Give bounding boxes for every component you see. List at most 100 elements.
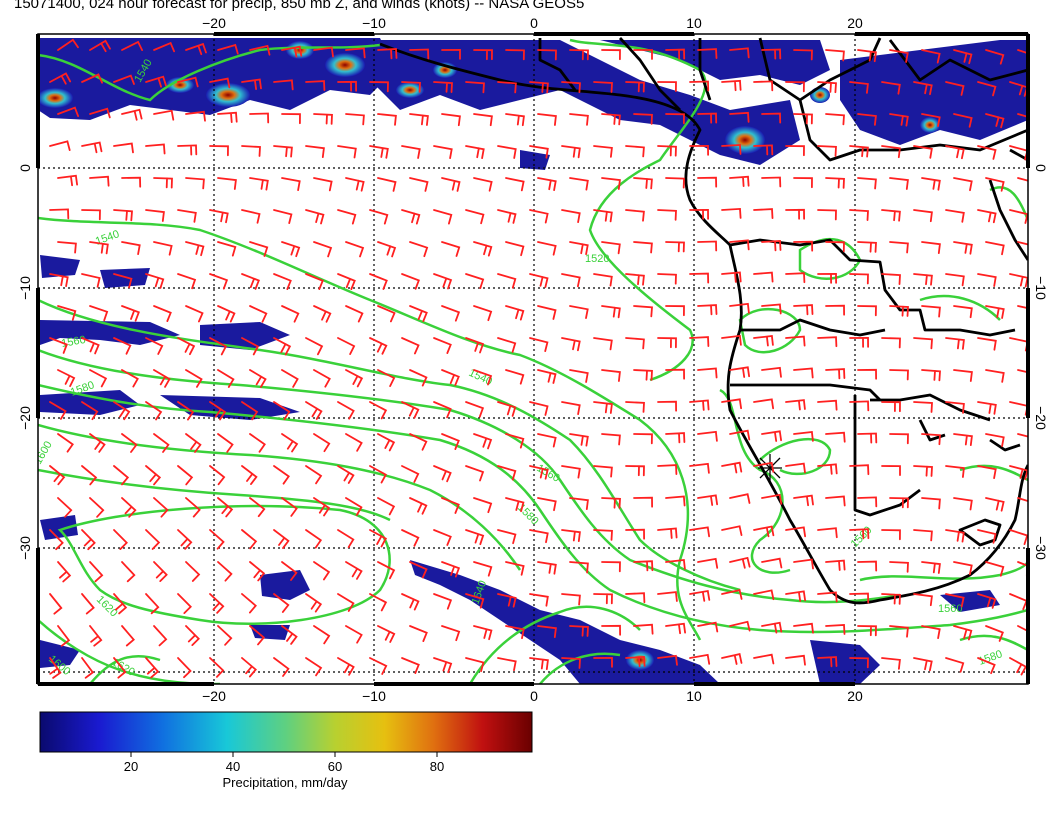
wind-barb: [281, 241, 301, 258]
lat-tick-label: −30: [17, 536, 33, 560]
wind-barb: [49, 140, 71, 151]
wind-barb: [217, 433, 234, 453]
wind-barb: [497, 465, 517, 481]
wind-barb: [601, 497, 621, 509]
wind-barb: [689, 399, 710, 411]
wind-barb: [113, 401, 131, 421]
wind-barb: [177, 76, 199, 88]
wind-barb: [913, 657, 933, 672]
lat-tick-label: −20: [17, 406, 33, 430]
wind-barb: [945, 145, 965, 160]
wind-barb: [89, 369, 108, 388]
wind-barb: [433, 273, 453, 290]
wind-barb: [121, 433, 138, 453]
wind-barb: [377, 369, 396, 387]
wind-barb: [817, 463, 838, 475]
wind-barb: [1017, 177, 1028, 191]
wind-barb: [921, 177, 941, 191]
wind-barb: [889, 497, 909, 509]
wind-barb: [689, 144, 709, 156]
wind-barb: [89, 39, 111, 53]
wind-barb: [657, 81, 677, 92]
wind-barb: [185, 177, 205, 190]
map-title: 15071400, 024 hour forecast for precip, …: [14, 0, 585, 12]
wind-barb: [337, 529, 355, 549]
wind-barb: [89, 561, 104, 583]
wind-barb: [665, 622, 686, 635]
wind-barb: [433, 81, 453, 93]
wind-barb: [561, 465, 581, 479]
wind-barb: [401, 145, 421, 159]
wind-barb: [57, 497, 73, 518]
wind-barb: [505, 177, 525, 192]
wind-barb: [561, 209, 581, 223]
wind-barb: [273, 465, 290, 485]
wind-barb: [217, 625, 233, 646]
right-lat-labels: 0 −10 −20 −30: [1033, 164, 1049, 560]
wind-barb: [409, 369, 428, 387]
lon-tick-label: −10: [362, 688, 386, 704]
wind-barb: [441, 305, 461, 322]
wind-barb: [345, 625, 363, 644]
wind-barb: [953, 497, 973, 511]
wind-barb: [377, 561, 396, 580]
wind-barb: [689, 80, 710, 92]
wind-barb: [761, 303, 782, 315]
wind-barb: [209, 529, 225, 550]
wind-barb: [537, 561, 557, 575]
wind-barb: [49, 72, 72, 85]
wind-barb: [249, 625, 266, 646]
wind-barb: [785, 526, 806, 538]
wind-barb: [313, 433, 331, 453]
wind-barb: [249, 369, 267, 388]
wind-barb: [185, 241, 205, 257]
wind-barb: [633, 369, 653, 381]
wind-barb: [145, 593, 160, 615]
wind-barb: [505, 561, 525, 576]
wind-barb: [409, 497, 428, 515]
wind-barb: [113, 273, 133, 289]
wind-barb: [633, 560, 654, 572]
wind-barb: [369, 593, 388, 612]
wind-barb: [601, 369, 621, 382]
wind-barb: [377, 48, 398, 60]
wind-barb: [857, 177, 877, 190]
wind-barb: [945, 81, 965, 96]
wind-barb: [305, 209, 325, 225]
wind-barb: [473, 369, 493, 386]
wind-barb: [337, 209, 357, 225]
wind-barb: [113, 74, 135, 85]
wind-barb: [409, 241, 429, 258]
wind-barb: [561, 81, 581, 94]
wind-barb: [921, 49, 941, 64]
wind-barb: [665, 432, 686, 444]
wind-barb: [753, 461, 775, 473]
wind-barb: [241, 593, 257, 614]
wind-barb: [345, 113, 365, 126]
wind-barb: [529, 657, 549, 670]
wind-barb: [945, 273, 965, 287]
lat-tick-label: −20: [1033, 406, 1049, 430]
wind-barb: [497, 81, 517, 94]
wind-barb: [281, 369, 299, 388]
wind-barb: [473, 433, 493, 450]
wind-barb: [497, 657, 517, 672]
wind-barb: [625, 145, 645, 158]
wind-barb: [153, 41, 175, 53]
colorbar: [39, 711, 533, 753]
wind-barb: [345, 433, 363, 452]
wind-barb: [441, 561, 461, 578]
wind-barb: [593, 81, 613, 93]
wind-barb: [505, 497, 525, 513]
wind-barb: [505, 113, 525, 127]
wind-barb: [569, 177, 589, 191]
wind-barb: [889, 561, 909, 573]
wind-barb: [497, 145, 517, 159]
wind-barb: [849, 145, 869, 158]
wind-barb: [985, 497, 1005, 512]
wind-barb: [601, 624, 621, 636]
wind-barb: [569, 497, 589, 510]
wind-barb: [497, 209, 517, 224]
lon-tick-label: −20: [202, 688, 226, 704]
